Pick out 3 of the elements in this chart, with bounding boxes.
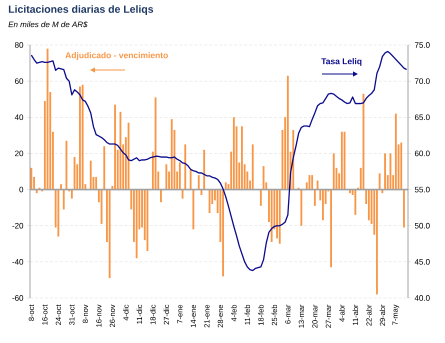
series-label: Adjudicado - vencimiento <box>65 52 168 60</box>
chart-title: Licitaciones diarias de Leliqs <box>8 5 154 15</box>
text: Tasa Leliq <box>321 58 362 66</box>
